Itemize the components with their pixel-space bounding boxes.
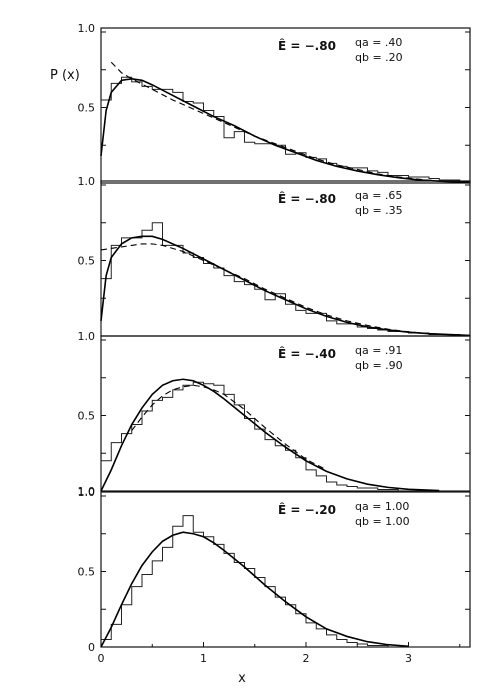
energy-label: Ê = −.80 [278,191,336,206]
energy-label: Ê = −.20 [278,502,336,517]
dashed-curve [131,384,327,471]
histogram [100,381,470,492]
y-tick-label: 1.0 [78,485,96,498]
histogram [100,515,470,648]
qa-label: qa = 1.00 [355,500,409,513]
x-axis-title: x [238,671,246,686]
solid-curve [100,235,471,337]
y-axis-title: P (x) [50,68,80,83]
y-tick-label: 1.0 [78,22,96,35]
panel-frame [100,491,471,648]
x-tick-label: 0 [98,652,105,665]
y-tick-label: 1.0 [78,175,96,188]
panel-1: 1.0 0.5 Ê = −.80 qa = .40 qb = .20 [78,22,471,184]
panels: 1.0 0.5 Ê = −.80 qa = .40 qb = .20 1.0 0.5 Ê = … [78,22,471,654]
x-tick-label: 2 [303,652,310,665]
panel-3: 1.0 0.5 1.0 Ê = −.40 qa = .91 qb = .90 [78,330,471,498]
y-tick-label: 0.5 [78,566,96,579]
y-tick-label: 0.5 [78,410,96,423]
solid-curve [100,378,440,492]
qb-label: qb = .20 [355,51,403,64]
x-tick-label: 3 [405,652,412,665]
qa-label: qa = .65 [355,189,402,202]
panel-4: 0 0.5 1.0 Ê = −.20 qa = 1.00 qb = 1.00 [78,486,471,654]
solid-curve [100,531,409,648]
panel-2: 1.0 0.5 Ê = −.80 qa = .65 qb = .35 [78,175,471,337]
qb-label: qb = .35 [355,204,403,217]
qa-label: qa = .91 [355,344,402,357]
energy-label: Ê = −.80 [278,38,336,53]
panel-frame [100,335,471,492]
solid-curve [100,78,471,184]
histogram [100,76,470,183]
x-tick-label: 1 [200,652,207,665]
y-tick-label: 1.0 [78,330,96,343]
histogram [100,222,470,337]
y-tick-label: 0 [88,641,95,654]
dashed-curve [100,243,460,336]
y-tick-label: 0.5 [78,255,96,268]
qb-label: qb = 1.00 [355,515,410,528]
dashed-curve [110,61,440,182]
qa-label: qa = .40 [355,36,402,49]
y-tick-label: 1.0 [78,486,96,499]
qb-label: qb = .90 [355,359,403,372]
y-tick-label: 0.5 [78,102,96,115]
energy-label: Ê = −.40 [278,346,336,361]
x-axis-ticks: 0 1 2 3 [98,642,461,665]
